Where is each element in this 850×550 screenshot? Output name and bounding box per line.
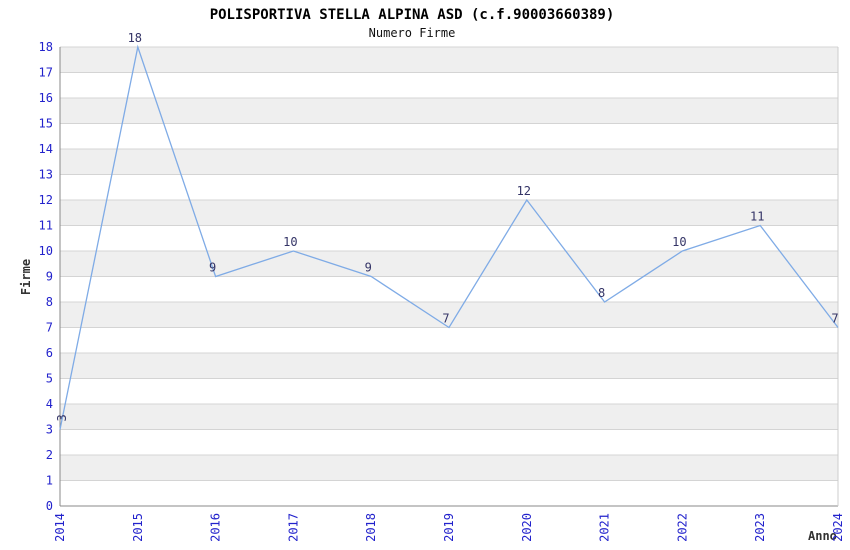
data-point-label: 7 bbox=[831, 312, 838, 326]
x-tick-label: 2016 bbox=[209, 513, 223, 542]
data-point-label: 9 bbox=[209, 261, 216, 275]
x-tick-label: 2020 bbox=[520, 513, 534, 542]
chart-title: POLISPORTIVA STELLA ALPINA ASD (c.f.9000… bbox=[209, 7, 615, 23]
y-tick-label: 17 bbox=[39, 66, 53, 80]
grid-band bbox=[60, 251, 838, 277]
grid-band bbox=[60, 353, 838, 379]
data-point-label: 9 bbox=[365, 261, 372, 275]
y-tick-label: 11 bbox=[39, 219, 53, 233]
y-tick-label: 8 bbox=[46, 295, 53, 309]
y-tick-label: 4 bbox=[46, 397, 53, 411]
grid-band bbox=[60, 455, 838, 481]
y-tick-label: 1 bbox=[46, 474, 53, 488]
x-tick-label: 2015 bbox=[131, 513, 145, 542]
x-tick-label: 2014 bbox=[53, 513, 67, 542]
data-point-label: 3 bbox=[55, 414, 69, 421]
grid-band bbox=[60, 302, 838, 328]
data-point-label: 10 bbox=[283, 235, 297, 249]
x-tick-label: 2018 bbox=[364, 513, 378, 542]
grid-band bbox=[60, 404, 838, 430]
grid-band bbox=[60, 200, 838, 226]
x-tick-label: 2024 bbox=[831, 513, 845, 542]
grid-band bbox=[60, 47, 838, 73]
y-tick-label: 2 bbox=[46, 448, 53, 462]
data-point-label: 12 bbox=[517, 184, 531, 198]
y-tick-label: 3 bbox=[46, 423, 53, 437]
y-tick-label: 7 bbox=[46, 321, 53, 335]
y-tick-label: 15 bbox=[39, 117, 53, 131]
y-tick-label: 5 bbox=[46, 372, 53, 386]
y-tick-label: 10 bbox=[39, 244, 53, 258]
y-tick-label: 16 bbox=[39, 91, 53, 105]
grid-band bbox=[60, 149, 838, 175]
chart-subtitle: Numero Firme bbox=[368, 26, 456, 40]
x-tick-label: 2017 bbox=[286, 513, 300, 542]
x-axis-title: Anno bbox=[808, 529, 837, 543]
y-tick-label: 9 bbox=[46, 270, 53, 284]
y-tick-label: 14 bbox=[39, 142, 53, 156]
x-tick-label: 2023 bbox=[753, 513, 767, 542]
y-tick-label: 6 bbox=[46, 346, 53, 360]
x-tick-label: 2019 bbox=[442, 513, 456, 542]
y-tick-label: 12 bbox=[39, 193, 53, 207]
data-point-label: 7 bbox=[442, 312, 449, 326]
x-tick-label: 2022 bbox=[675, 513, 689, 542]
y-tick-label: 0 bbox=[46, 499, 53, 513]
data-point-label: 11 bbox=[750, 210, 764, 224]
data-point-label: 18 bbox=[128, 31, 142, 45]
data-point-label: 10 bbox=[672, 235, 686, 249]
y-tick-label: 18 bbox=[39, 40, 53, 54]
x-tick-label: 2021 bbox=[598, 513, 612, 542]
data-line bbox=[59, 44, 839, 430]
grid-band bbox=[60, 98, 838, 124]
data-point-label: 8 bbox=[598, 286, 605, 300]
y-tick-label: 13 bbox=[39, 168, 53, 182]
